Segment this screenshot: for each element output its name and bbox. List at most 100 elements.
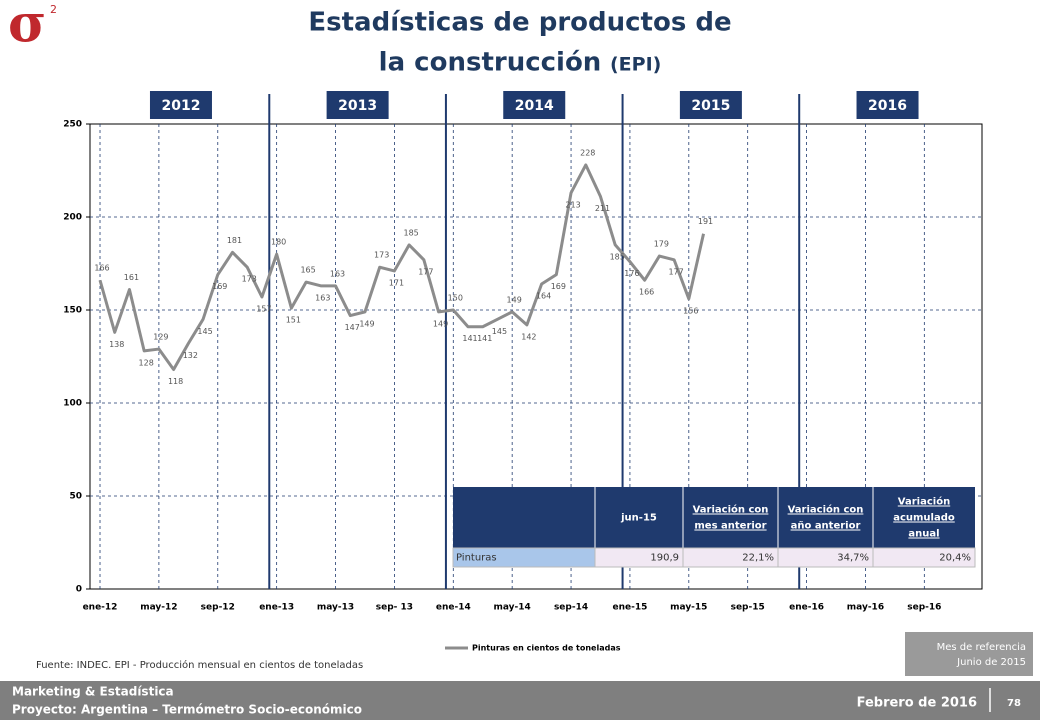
x-tick-label: ene-13 bbox=[259, 603, 294, 613]
legend-label: Pinturas en cientos de toneladas bbox=[472, 644, 621, 653]
data-label: 138 bbox=[109, 340, 124, 349]
title-suffix: (EPI) bbox=[610, 54, 661, 76]
reference-box bbox=[905, 632, 1033, 676]
logo-symbol: σ bbox=[8, 0, 46, 55]
data-label: 180 bbox=[271, 238, 286, 247]
data-label: 150 bbox=[448, 294, 463, 303]
data-label: 179 bbox=[654, 240, 669, 249]
table-header-cell: Variación con mes anterior bbox=[693, 504, 769, 532]
y-tick-label: 0 bbox=[76, 585, 82, 595]
chart: 0 50 100 150 200 250 ene-12 may-12 sep-12 ene-13 m… bbox=[63, 91, 983, 653]
x-tick-label: may-12 bbox=[140, 603, 177, 613]
reference-text: Junio de 2015 bbox=[956, 657, 1026, 668]
table-header-cell: Variación con año anterior bbox=[788, 504, 864, 532]
x-tick-label: ene-15 bbox=[612, 603, 647, 613]
data-label: 128 bbox=[139, 358, 154, 367]
data-label: 145 bbox=[492, 327, 507, 336]
footer-band bbox=[0, 681, 1040, 720]
data-label: 118 bbox=[168, 377, 183, 386]
x-tick-label: sep-14 bbox=[554, 603, 588, 613]
data-label: 185 bbox=[403, 228, 418, 237]
x-tick-label: may-15 bbox=[670, 603, 707, 613]
data-label: 157 bbox=[256, 304, 271, 313]
title-line: la construcción bbox=[379, 48, 602, 78]
data-label: 228 bbox=[580, 148, 595, 157]
reference-text: Mes de referencia bbox=[937, 642, 1026, 653]
x-tick-label: may-16 bbox=[847, 603, 884, 613]
data-label: 161 bbox=[124, 273, 139, 282]
data-label: 191 bbox=[698, 217, 713, 226]
table-header-cell: jun-15 bbox=[620, 513, 657, 524]
y-tick-label: 150 bbox=[63, 306, 82, 316]
plot-area bbox=[89, 123, 983, 590]
data-label: 169 bbox=[551, 282, 566, 291]
table-cell-text: 22,1% bbox=[742, 553, 774, 564]
y-tick-label: 50 bbox=[69, 492, 82, 502]
x-tick-label: ene-12 bbox=[83, 603, 118, 613]
data-label: 151 bbox=[286, 316, 301, 325]
data-label: 169 bbox=[212, 282, 227, 291]
period-label: 2014 bbox=[515, 98, 554, 114]
table-cell-text: 190,9 bbox=[650, 553, 679, 564]
data-label: 147 bbox=[345, 323, 360, 332]
x-tick-label: sep-16 bbox=[907, 603, 941, 613]
y-tick-label: 100 bbox=[63, 399, 82, 409]
footer-text: Marketing & Estadística bbox=[12, 685, 174, 699]
table-cell-text: 20,4% bbox=[939, 553, 971, 564]
period-box bbox=[326, 91, 389, 119]
x-tick-label: ene-16 bbox=[789, 603, 824, 613]
x-tick-label: may-14 bbox=[494, 603, 531, 613]
footer-date: Febrero de 2016 bbox=[857, 696, 977, 711]
data-label: 185 bbox=[610, 252, 625, 261]
data-label: 149 bbox=[359, 319, 374, 328]
data-label: 165 bbox=[300, 266, 315, 275]
data-label: 173 bbox=[242, 275, 257, 284]
title-line: Estadísticas de productos de bbox=[308, 8, 731, 38]
data-label: 156 bbox=[683, 306, 698, 315]
data-label: 213 bbox=[565, 200, 580, 209]
table-cell-text: Pinturas bbox=[456, 553, 497, 564]
x-tick-label: sep- 13 bbox=[376, 603, 413, 613]
data-label: 163 bbox=[315, 293, 330, 302]
y-tick-label: 200 bbox=[63, 213, 82, 223]
data-label: 166 bbox=[639, 288, 654, 297]
data-label: 177 bbox=[668, 267, 683, 276]
data-label: 177 bbox=[418, 267, 433, 276]
data-label: 149 bbox=[507, 295, 522, 304]
x-tick-label: sep-12 bbox=[201, 603, 235, 613]
x-tick-label: sep-15 bbox=[731, 603, 765, 613]
period-label: 2012 bbox=[161, 98, 200, 114]
period-label: 2016 bbox=[868, 98, 907, 114]
period-label: 2013 bbox=[338, 98, 377, 114]
period-label: 2015 bbox=[691, 98, 730, 114]
data-label: 173 bbox=[374, 251, 389, 260]
source-note: Fuente: INDEC. EPI - Producción mensual … bbox=[36, 659, 363, 671]
period-box bbox=[856, 91, 919, 119]
data-label: 176 bbox=[624, 269, 639, 278]
data-label: 129 bbox=[153, 333, 168, 342]
data-label: 141 bbox=[477, 334, 492, 343]
footer-text: Proyecto: Argentina – Termómetro Socio-e… bbox=[12, 703, 362, 717]
data-label: 163 bbox=[330, 269, 345, 278]
logo-superscript: 2 bbox=[50, 3, 57, 16]
data-label: 145 bbox=[197, 327, 212, 336]
data-label: 164 bbox=[536, 291, 551, 300]
data-label: 142 bbox=[521, 332, 536, 341]
data-label: 132 bbox=[183, 351, 198, 360]
data-label: 181 bbox=[227, 236, 242, 245]
table-header bbox=[453, 487, 975, 548]
data-label: 171 bbox=[389, 278, 404, 287]
period-box bbox=[149, 91, 212, 119]
data-label: 166 bbox=[94, 264, 109, 273]
x-tick-label: ene-14 bbox=[436, 603, 471, 613]
table-cell-text: 34,7% bbox=[837, 553, 869, 564]
page-number: 78 bbox=[1007, 698, 1021, 709]
period-box bbox=[503, 91, 566, 119]
y-tick-label: 250 bbox=[63, 120, 82, 130]
x-tick-label: may-13 bbox=[317, 603, 354, 613]
table-cell bbox=[872, 547, 976, 568]
data-label: 141 bbox=[462, 334, 477, 343]
data-label: 211 bbox=[595, 204, 610, 213]
table-header-cell: Variación acumulado anual bbox=[893, 496, 955, 540]
